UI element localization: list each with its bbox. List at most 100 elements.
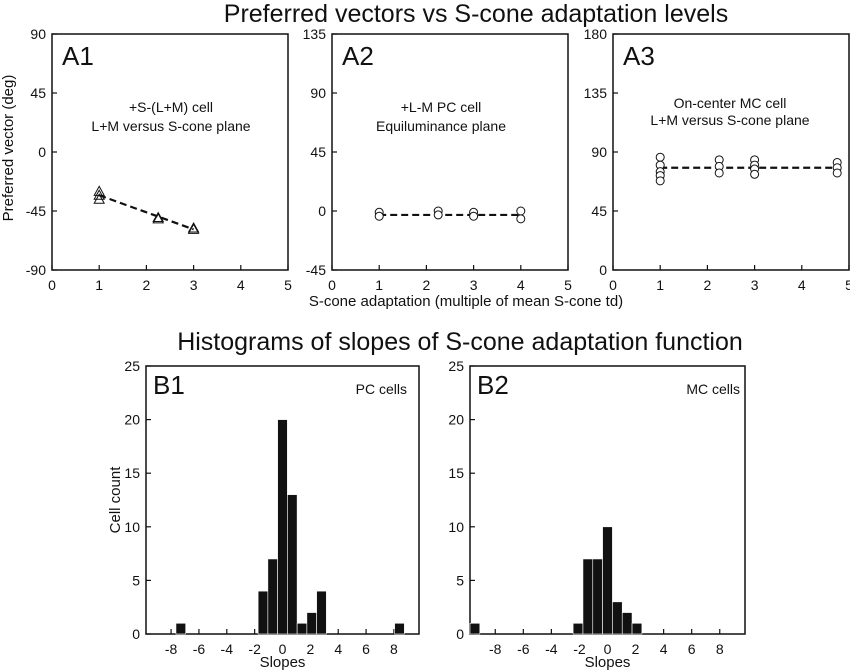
y-tick-label: 20 bbox=[124, 412, 140, 428]
y-tick-label: 15 bbox=[124, 465, 140, 481]
panel-b2: -8 -6 -4 -2 0 2 4 6 8 0 5 10 15 20 25 B2 MC cells Slopes bbox=[448, 358, 746, 671]
y-tick-label: 90 bbox=[30, 26, 46, 42]
x-tick-label: 8 bbox=[390, 641, 398, 657]
x-tick-label: 5 bbox=[564, 277, 572, 293]
data-point bbox=[152, 211, 165, 223]
panel-annotation: L+M versus S-cone plane bbox=[91, 118, 250, 134]
panel-annotation: +L-M PC cell bbox=[401, 99, 482, 115]
data-point bbox=[93, 193, 106, 204]
x-axis-label: Slopes bbox=[260, 654, 306, 671]
x-tick-label: 2 bbox=[704, 277, 712, 293]
x-tick-label: 4 bbox=[237, 277, 245, 293]
histogram-bar bbox=[267, 558, 278, 635]
bottom-y-axis-label: Cell count bbox=[107, 466, 124, 534]
panel-b1: -8 -6 -4 -2 0 2 4 6 8 0 5 10 15 20 25 B1 PC cells Slopes bbox=[124, 358, 420, 671]
y-tick-label: 0 bbox=[318, 203, 326, 219]
x-tick-label: -6 bbox=[193, 641, 206, 657]
x-tick-label: -2 bbox=[573, 641, 586, 657]
x-tick-label: 8 bbox=[716, 641, 724, 657]
fit-line bbox=[98, 194, 194, 231]
data-point bbox=[374, 211, 384, 221]
y-tick-label: -45 bbox=[26, 203, 46, 219]
x-tick-label: 2 bbox=[423, 277, 431, 293]
data-point bbox=[187, 222, 200, 233]
data-point bbox=[93, 185, 106, 196]
y-tick-label: 5 bbox=[456, 572, 464, 588]
data-point bbox=[655, 152, 665, 162]
y-tick-label: 0 bbox=[456, 626, 464, 642]
data-point bbox=[655, 176, 665, 186]
y-tick-label: 15 bbox=[448, 465, 464, 481]
x-tick-label: -4 bbox=[221, 641, 234, 657]
x-tick-label: 1 bbox=[656, 277, 664, 293]
x-tick-label: -4 bbox=[545, 641, 558, 657]
data-point bbox=[516, 206, 526, 216]
data-point bbox=[714, 168, 724, 178]
histogram-bar bbox=[572, 622, 584, 635]
y-tick-label: 0 bbox=[38, 144, 46, 160]
x-tick-label: 4 bbox=[517, 277, 525, 293]
bottom-title: Histograms of slopes of S-cone adaptatio… bbox=[177, 328, 743, 356]
x-tick-label: -8 bbox=[489, 641, 502, 657]
panel-label: B2 bbox=[477, 370, 509, 400]
data-point bbox=[187, 223, 200, 234]
x-tick-label: 6 bbox=[688, 641, 696, 657]
panel-annotation: MC cells bbox=[686, 381, 740, 397]
y-tick-label: 90 bbox=[591, 144, 607, 160]
panel-annotation: PC cells bbox=[356, 381, 407, 397]
histogram-bar bbox=[306, 612, 317, 635]
histogram-bar bbox=[469, 622, 481, 635]
x-axis-label: Slopes bbox=[585, 654, 631, 671]
x-tick-label: 0 bbox=[48, 277, 56, 293]
x-tick-label: 2 bbox=[306, 641, 314, 657]
histogram-bar bbox=[277, 419, 288, 635]
x-tick-label: 0 bbox=[328, 277, 336, 293]
y-tick-label: 90 bbox=[310, 85, 326, 101]
y-tick-label: -45 bbox=[306, 262, 326, 278]
top-y-axis-label: Preferred vector (deg) bbox=[0, 75, 17, 222]
y-tick-label: 0 bbox=[599, 262, 607, 278]
histogram-bar bbox=[316, 590, 327, 635]
x-tick-label: 6 bbox=[362, 641, 370, 657]
data-point bbox=[469, 211, 479, 221]
data-point bbox=[516, 214, 526, 224]
x-tick-label: 3 bbox=[190, 277, 198, 293]
y-tick-label: 45 bbox=[310, 144, 326, 160]
data-point bbox=[152, 212, 165, 224]
x-tick-label: 5 bbox=[284, 277, 292, 293]
y-tick-label: 10 bbox=[448, 519, 464, 535]
histogram-bar bbox=[621, 612, 633, 635]
top-x-axis-label: S-cone adaptation (multiple of mean S-co… bbox=[309, 293, 623, 310]
y-tick-label: 135 bbox=[584, 85, 608, 101]
panel-label: A1 bbox=[62, 41, 94, 71]
panel-label: B1 bbox=[153, 370, 185, 400]
histogram-bar bbox=[592, 558, 603, 635]
y-tick-label: 0 bbox=[132, 626, 140, 642]
panel-label: A3 bbox=[623, 41, 655, 71]
panel-annotation: L+M versus S-cone plane bbox=[650, 112, 809, 128]
x-tick-label: 2 bbox=[632, 641, 640, 657]
histogram-bar bbox=[257, 590, 269, 635]
x-tick-label: 4 bbox=[334, 641, 342, 657]
histogram-bar bbox=[296, 622, 308, 635]
y-tick-label: 45 bbox=[30, 85, 46, 101]
panel-annotation: On-center MC cell bbox=[674, 95, 787, 111]
y-tick-label: 180 bbox=[584, 26, 608, 42]
x-tick-label: 1 bbox=[375, 277, 383, 293]
data-point bbox=[93, 189, 106, 200]
x-tick-label: 0 bbox=[609, 277, 617, 293]
y-tick-label: 45 bbox=[591, 203, 607, 219]
histogram-bar bbox=[175, 622, 186, 635]
x-tick-label: 2 bbox=[143, 277, 151, 293]
panel-annotation: Equiluminance plane bbox=[376, 118, 506, 134]
histogram-bar bbox=[582, 558, 594, 635]
x-tick-label: -6 bbox=[517, 641, 530, 657]
x-tick-label: -8 bbox=[165, 641, 178, 657]
histogram-bar bbox=[394, 622, 405, 635]
histogram-bar bbox=[612, 601, 623, 635]
